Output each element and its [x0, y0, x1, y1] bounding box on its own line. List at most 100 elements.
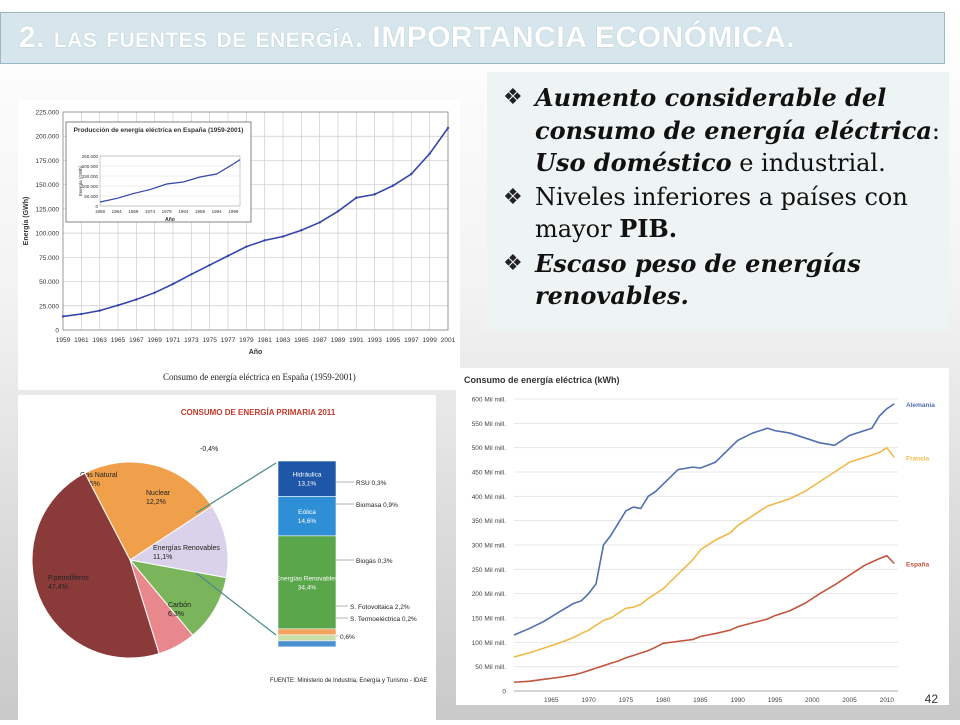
y-tick-label: 400 Mil mill. — [472, 494, 507, 501]
y-tick-label: 200.000 — [36, 134, 60, 141]
data-point — [208, 263, 211, 267]
bullet-text: e industrial. — [731, 149, 886, 177]
chart2-panel: CONSUMO DE ENERGÍA PRIMARIA 2011 Gas Natu… — [18, 395, 436, 720]
inset-x-tick-label: 1959 — [95, 209, 106, 214]
data-point — [300, 229, 303, 232]
x-tick-label: 1985 — [693, 697, 708, 704]
breakdown-label: Hidráulica — [293, 472, 322, 479]
inset-x-tick-label: 1984 — [178, 209, 189, 214]
data-point — [245, 245, 248, 248]
inset-title: Producción de energía eléctrica en Españ… — [74, 127, 244, 134]
bullet-list: ❖ Aumento considerable del consumo de ene… — [487, 72, 949, 313]
y-tick-label: 550 Mil mill. — [472, 421, 507, 428]
slice-value: 12,2% — [146, 499, 166, 506]
x-tick-label: 1971 — [166, 337, 181, 344]
data-point — [61, 315, 65, 318]
series-label: España — [906, 561, 930, 568]
pie-slice — [84, 461, 213, 561]
x-tick-label: 1997 — [404, 337, 419, 344]
y-tick-label: 300 Mil mill. — [472, 543, 507, 550]
y-tick-label: 50 Mil mill. — [475, 664, 506, 671]
plot-frame — [62, 111, 449, 331]
inset-y-tick-label: 100.000 — [82, 184, 99, 189]
side-label: S. Fotovoltaica 2,2% — [350, 604, 410, 611]
bullet-text: Escaso peso de energías renovables. — [535, 248, 861, 311]
bullet-text: PIB. — [619, 214, 678, 243]
side-label: S. Termoeléctrica 0,2% — [350, 616, 417, 623]
x-tick-label: 1973 — [184, 337, 199, 344]
breakdown-segment — [277, 628, 337, 636]
data-point — [318, 221, 321, 224]
x-tick-label: 1979 — [239, 337, 254, 344]
y-tick-label: 150 Mil mill. — [472, 616, 507, 623]
y-tick-label: 225.000 — [36, 110, 60, 117]
bullet-text: Uso doméstico — [535, 148, 732, 177]
pie-slice — [128, 505, 229, 579]
y-tick-label: 0 — [55, 328, 59, 335]
series-label: Francia — [906, 455, 930, 462]
data-point — [281, 235, 285, 238]
inset-x-tick-label: 1979 — [162, 209, 173, 214]
inset-y-tick-label: 0 — [95, 204, 98, 209]
inset-x-tick-label: 1969 — [128, 209, 139, 214]
x-tick-label: 1991 — [349, 337, 364, 344]
slice-label: Carbón — [168, 602, 191, 609]
series-line — [513, 403, 895, 636]
y-tick-label: 100.000 — [36, 231, 60, 238]
x-tick-label: 1980 — [656, 697, 671, 704]
y-tick-label: 350 Mil mill. — [472, 518, 507, 525]
x-tick-label: 1989 — [331, 337, 346, 344]
x-tick-label: 1965 — [544, 697, 559, 704]
chart1-panel: 0 25.000 50.000 75.000 100.000 125.000 150.000… — [18, 100, 460, 390]
x-tick-label: 1977 — [221, 337, 236, 344]
bullet-item: ❖ Aumento considerable del consumo de ene… — [495, 82, 949, 180]
y-tick-label: 50.000 — [39, 279, 59, 286]
data-point — [80, 312, 83, 316]
y-tick-label: 500 Mil mill. — [472, 445, 507, 452]
y-tick-label: 75.000 — [39, 255, 59, 262]
breakdown-value: 14,6% — [298, 518, 317, 525]
y-tick-label: 25.000 — [39, 303, 59, 310]
bullet-marker-icon: ❖ — [503, 85, 523, 110]
slice-value: 6,3% — [168, 611, 184, 618]
inset-y-tick-label: 50.000 — [84, 194, 98, 199]
data-point — [263, 239, 266, 242]
inset-y-tick-label: 150.000 — [82, 174, 99, 179]
connector-line — [195, 572, 277, 636]
series-line — [62, 127, 449, 318]
x-tick-label: 1995 — [386, 337, 401, 344]
page-number: 42 — [924, 692, 938, 706]
y-tick-label: 125.000 — [36, 206, 60, 213]
x-tick-label: 1983 — [276, 337, 291, 344]
slice-label: Nuclear — [146, 490, 171, 497]
x-tick-label: 1965 — [111, 337, 126, 344]
inset-plot-frame — [99, 155, 241, 207]
data-point — [373, 193, 376, 196]
data-point — [446, 126, 450, 130]
slide-title: 2. las fuentes de energía. IMPORTANCIA E… — [19, 21, 795, 55]
x-tick-label: 1975 — [202, 337, 217, 344]
bullet-item: ❖ Niveles inferiores a países con mayor P… — [495, 182, 949, 246]
slice-label: Gas Natural — [80, 472, 118, 479]
side-label: RSU 0,3% — [356, 480, 387, 487]
x-tick-label: 1999 — [422, 337, 437, 344]
y-tick-label: 175.000 — [36, 158, 60, 165]
breakdown-segment — [277, 535, 337, 630]
bullet-marker-icon: ❖ — [503, 250, 523, 276]
breakdown-segment — [277, 634, 337, 642]
inset-frame — [65, 121, 252, 223]
data-point — [391, 184, 395, 187]
side-label: Biomasa 0,9% — [356, 502, 398, 509]
bullet-text: Niveles inferiores a países con mayor — [535, 182, 908, 244]
inset-y-tick-label: 250.000 — [82, 154, 99, 159]
x-tick-label: 1961 — [74, 337, 89, 344]
x-axis-label: Año — [249, 349, 263, 356]
source-note: FUENTE: Ministerio de Industria, Energía… — [270, 678, 427, 684]
y-tick-label: 100 Mil mill. — [472, 640, 507, 647]
x-tick-label: 1993 — [367, 337, 382, 344]
side-label: 0,6% — [340, 634, 355, 641]
x-tick-label: 1987 — [312, 337, 327, 344]
data-point — [135, 298, 138, 301]
inset-y-tick-label: 200.000 — [82, 164, 99, 169]
x-tick-label: 1981 — [257, 337, 272, 344]
